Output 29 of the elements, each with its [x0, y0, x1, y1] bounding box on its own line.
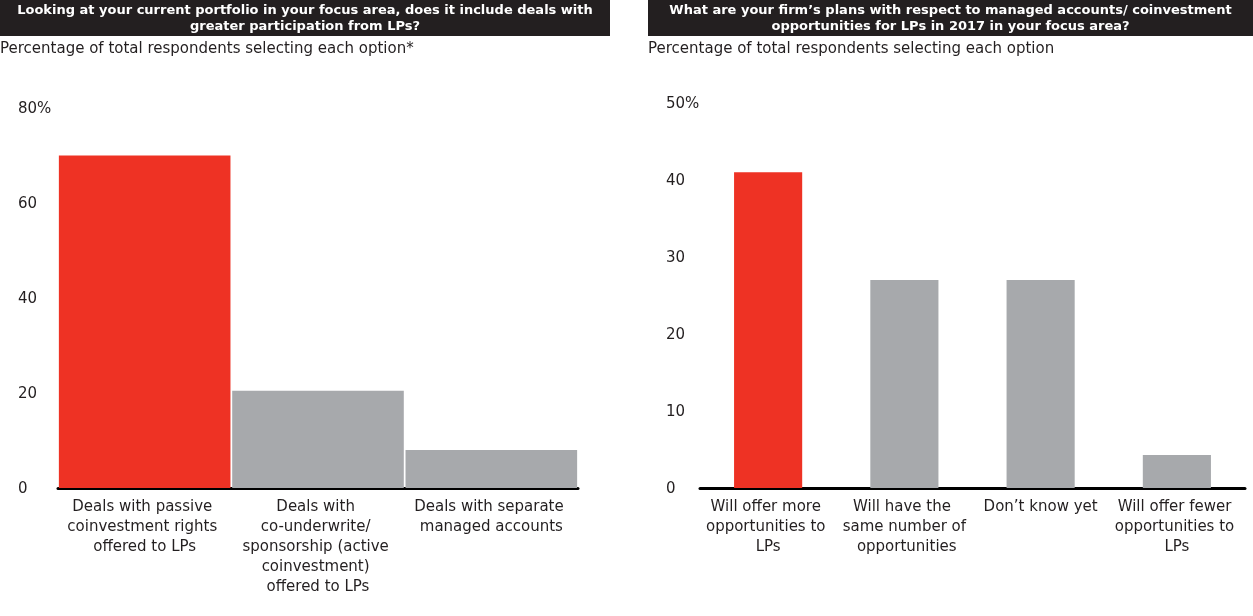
y-axis-title: Percentage of total respondents selecting each option: [648, 39, 1056, 59]
y-tick-label: 40: [18, 289, 38, 307]
y-tick-label: 0: [18, 479, 28, 497]
y-tick-label: 20: [18, 384, 38, 402]
y-tick-label: 80%: [18, 99, 52, 117]
y-axis-title: Percentage of total respondents selecting each option*: [0, 39, 415, 59]
bar: [405, 450, 578, 488]
bar: [870, 280, 939, 488]
bar: [734, 172, 803, 488]
bar: [1142, 454, 1211, 488]
x-tick-label: Will have the same number of opportunities: [842, 497, 967, 555]
x-tick-label: Deals with co-underwrite/ sponsorship (active coinvestment) offered to LPs: [242, 497, 394, 595]
x-tick-label: Will offer more opportunities to LPs: [705, 497, 831, 555]
y-tick-label: 40: [666, 171, 686, 189]
bar: [232, 390, 404, 488]
y-tick-label: 50%: [666, 94, 700, 112]
bar: [58, 155, 231, 488]
x-tick-label: Will offer fewer opportunities to LPs: [1114, 497, 1240, 555]
y-tick-label: 30: [666, 248, 686, 266]
x-tick-label: Don’t know yet: [983, 497, 1098, 515]
chart-title: What are your firm’s plans with respect to managed accounts/ coinvestment opportunities for LPs in 2017 in your focus area?: [648, 0, 1253, 36]
y-tick-label: 20: [666, 325, 686, 343]
x-tick-label: Deals with separate managed accounts: [414, 497, 569, 535]
y-tick-label: 10: [666, 402, 686, 420]
chart-title: Looking at your current portfolio in your focus area, does it include deals with greater participation from LPs?: [0, 0, 610, 36]
y-tick-label: 0: [666, 479, 676, 497]
y-tick-label: 60: [18, 194, 38, 212]
bar: [1006, 280, 1075, 488]
x-tick-label: Deals with passive coinvestment rights offered to LPs: [67, 497, 223, 555]
